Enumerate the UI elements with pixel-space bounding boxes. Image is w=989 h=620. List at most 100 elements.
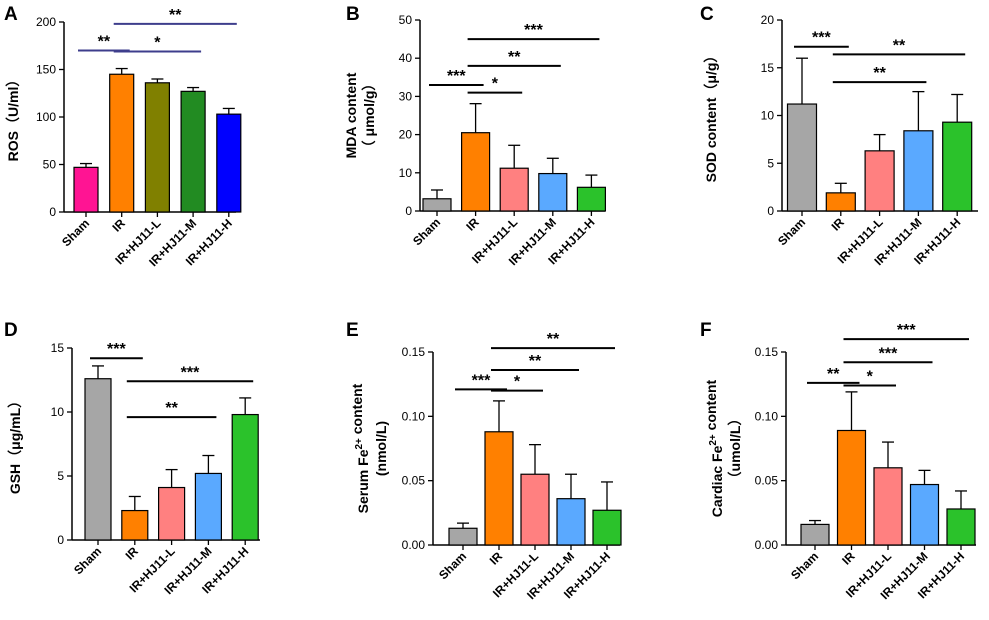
x-tick-label: Sham [410, 215, 443, 248]
bar-ir-hj11-h [216, 113, 242, 213]
y-axis-label: (nmol/L) [373, 421, 389, 476]
bar-ir-hj11-m [556, 498, 586, 546]
bar-ir [836, 429, 867, 546]
significance-label: *** [447, 68, 466, 85]
bar-ir-hj11-m [538, 172, 568, 212]
panel-letter: B [346, 4, 360, 25]
bar-ir [121, 509, 149, 541]
significance-label: ** [169, 7, 182, 24]
bar-sham [800, 523, 830, 546]
y-axis-label: SOD content（μ/g） [703, 49, 719, 183]
significance-label: *** [107, 341, 126, 358]
y-tick-label: 0.00 [755, 538, 779, 552]
y-tick-label: 100 [36, 110, 56, 124]
bar-ir [825, 192, 856, 212]
panel-letter: D [4, 320, 18, 341]
y-tick-label: 0.05 [755, 474, 779, 488]
y-tick-label: 50 [43, 158, 57, 172]
bar-ir-hj11-l [158, 486, 186, 541]
x-tick-label: IR [839, 549, 858, 568]
significance-label: *** [181, 364, 200, 381]
bar-ir-hj11-h [942, 121, 973, 212]
y-tick-label: 200 [36, 15, 56, 29]
x-tick-label: Sham [436, 549, 469, 582]
y-tick-label: 0.10 [755, 409, 779, 423]
y-tick-label: 0.00 [402, 538, 426, 552]
x-tick-label: IR [463, 215, 482, 234]
bar-ir-hj11-h [592, 509, 622, 546]
significance-label: * [154, 34, 161, 51]
y-tick-label: 10 [761, 109, 775, 123]
x-tick-label: IR [109, 216, 128, 235]
bar-ir-hj11-l [499, 167, 529, 212]
y-tick-label: 15 [761, 61, 775, 75]
bar-ir [484, 431, 514, 546]
bar-ir-hj11-l [864, 150, 895, 212]
bar-sham [84, 378, 112, 541]
significance-label: ** [529, 353, 542, 370]
y-tick-label: 10 [399, 166, 413, 180]
bar-ir-hj11-l [520, 473, 550, 546]
y-axis-label: （umol/L） [727, 412, 743, 486]
significance-label: ** [165, 400, 178, 417]
x-tick-label: Sham [71, 544, 104, 577]
significance-label: ** [98, 34, 111, 51]
bar-ir-hj11-m [909, 483, 940, 546]
panel-letter: E [346, 320, 359, 341]
y-tick-label: 0.05 [402, 474, 426, 488]
significance-label: ** [547, 331, 560, 348]
significance-label: *** [812, 30, 831, 47]
y-axis-label: Cardiac Fe2+ content [703, 379, 725, 517]
significance-label: * [867, 368, 874, 385]
y-tick-label: 40 [399, 51, 413, 65]
chart-panel-e: E Serum Fe2+ content(nmol/L) 0.00 0.05 0.10 0… [346, 320, 622, 602]
chart-panel-f: F Cardiac Fe2+ content（umol/L） 0.00 0.05 0.1… [700, 320, 976, 602]
y-tick-label: 20 [761, 13, 775, 27]
y-tick-label: 0 [405, 204, 412, 218]
significance-label: * [492, 76, 499, 93]
y-axis-label: MDA content [343, 72, 359, 158]
x-tick-label: Sham [788, 549, 821, 582]
y-tick-label: 5 [767, 156, 774, 170]
y-tick-label: 150 [36, 63, 56, 77]
panel-letter: A [4, 4, 18, 25]
y-axis-label: ROS（U/ml） [5, 73, 21, 162]
x-tick-label: IR [123, 544, 142, 563]
significance-label: ** [873, 65, 886, 82]
significance-label: *** [472, 372, 491, 389]
bar-ir-hj11-h [576, 186, 607, 212]
y-axis-label: Serum Fe2+ content [349, 383, 371, 513]
y-axis-label: （ μmol/g） [361, 77, 377, 155]
bar-ir [461, 132, 491, 212]
y-tick-label: 10 [51, 405, 65, 419]
panel-letter: C [700, 4, 714, 25]
y-tick-label: 0.15 [755, 345, 779, 359]
bar-ir [109, 73, 135, 213]
significance-label: *** [524, 22, 543, 39]
bar-sham [73, 166, 99, 213]
y-tick-label: 15 [51, 341, 65, 355]
bar-ir-hj11-h [946, 508, 976, 546]
significance-label: *** [879, 345, 898, 362]
x-tick-label: IR [829, 215, 848, 234]
y-tick-label: 50 [399, 13, 413, 27]
y-tick-label: 0.10 [402, 409, 426, 423]
y-axis-label: GSH（μg/mL） [7, 394, 23, 494]
bar-sham [786, 103, 818, 212]
bar-ir-hj11-h [231, 413, 259, 541]
significance-label: * [514, 374, 521, 391]
panel-letter: F [700, 320, 712, 341]
y-tick-label: 0 [57, 533, 64, 547]
significance-label: ** [893, 37, 906, 54]
significance-label: ** [827, 366, 840, 383]
x-tick-label: Sham [775, 215, 808, 248]
x-tick-label: IR [487, 549, 506, 568]
y-tick-label: 0 [49, 205, 56, 219]
bar-sham [448, 527, 478, 546]
significance-label: *** [897, 322, 916, 339]
